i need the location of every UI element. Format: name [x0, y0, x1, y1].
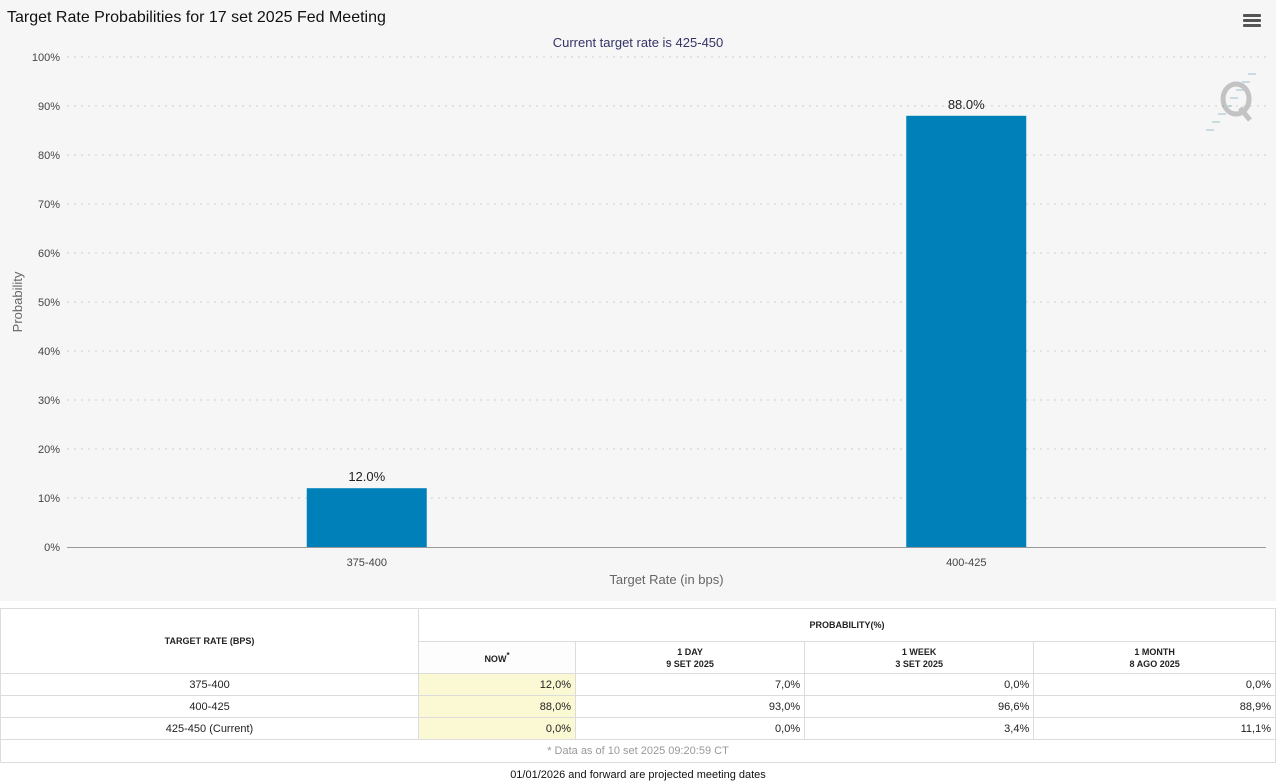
probability-cell: 7,0% — [574, 673, 806, 696]
bar-375-400 — [306, 488, 427, 547]
column-header: 1 WEEK 3 SET 2025 — [804, 641, 1035, 674]
column-header: 1 DAY 9 SET 2025 — [574, 641, 806, 674]
x-axis-title: Target Rate (in bps) — [609, 572, 723, 587]
y-tick-label: 20% — [38, 444, 60, 456]
chart-title: Target Rate Probabilities for 17 set 202… — [7, 9, 386, 26]
probability-header: PROBABILITY(%) — [418, 608, 1276, 642]
y-tick-label: 70% — [38, 199, 60, 211]
rate-cell: 400-425 — [0, 695, 419, 718]
probability-cell: 0,0% — [574, 717, 806, 740]
rate-cell: 425-450 (Current) — [0, 717, 419, 740]
probability-cell: 88,9% — [1033, 695, 1276, 718]
probability-cell: 0,0% — [804, 673, 1035, 696]
probability-cell: 3,4% — [804, 717, 1035, 740]
rate-cell: 375-400 — [0, 673, 419, 696]
probability-cell: 0,0% — [418, 717, 576, 740]
y-axis-title: Probability — [10, 271, 25, 332]
x-tick-label: 400-425 — [946, 557, 986, 569]
y-tick-label: 100% — [32, 52, 60, 64]
target-rate-header: TARGET RATE (BPS) — [0, 608, 419, 674]
bar-chart: 0% 10% 20% 30% 40% 50% 60% 70% 80% 90% 100% 12.0% 37… — [10, 52, 1266, 587]
probability-cell: 96,6% — [804, 695, 1035, 718]
watermark-logo-icon — [1206, 73, 1256, 131]
y-tick-label: 50% — [38, 297, 60, 309]
bar-400-425 — [906, 115, 1027, 548]
y-tick-label: 0% — [44, 542, 60, 554]
probability-cell: 11,1% — [1033, 717, 1276, 740]
data-timestamp-footnote: * Data as of 10 set 2025 09:20:59 CT — [0, 739, 1276, 763]
column-header: NOW* — [418, 641, 576, 674]
table-row: 400-425 88,0% 93,0% 96,6% 88,9% — [0, 695, 1276, 718]
table-row: 375-400 12,0% 7,0% 0,0% 0,0% — [0, 673, 1276, 696]
probability-table: TARGET RATE (BPS) PROBABILITY(%) NOW* 1 D… — [0, 608, 1276, 763]
hamburger-menu-icon[interactable] — [1243, 14, 1261, 30]
y-tick-label: 60% — [38, 248, 60, 260]
projected-dates-note: 01/01/2026 and forward are projected mee… — [510, 769, 766, 781]
y-tick-label: 40% — [38, 346, 60, 358]
probability-cell: 0,0% — [1033, 673, 1276, 696]
y-tick-label: 80% — [38, 150, 60, 162]
column-header: 1 MONTH 8 AGO 2025 — [1033, 641, 1276, 674]
bar-value-label: 12.0% — [348, 469, 385, 484]
bar-value-label: 88.0% — [948, 97, 985, 112]
x-tick-label: 375-400 — [347, 557, 387, 569]
y-tick-label: 10% — [38, 493, 60, 505]
table-row: 425-450 (Current) 0,0% 0,0% 3,4% 11,1% — [0, 717, 1276, 740]
probability-cell: 12,0% — [418, 673, 576, 696]
chart-panel: 0% 10% 20% 30% 40% 50% 60% 70% 80% 90% 100% 12.0% 37… — [7, 9, 1266, 587]
y-tick-label: 90% — [38, 101, 60, 113]
probability-cell: 88,0% — [418, 695, 576, 718]
probability-cell: 93,0% — [574, 695, 806, 718]
y-tick-label: 30% — [38, 395, 60, 407]
chart-subtitle: Current target rate is 425-450 — [552, 35, 724, 50]
